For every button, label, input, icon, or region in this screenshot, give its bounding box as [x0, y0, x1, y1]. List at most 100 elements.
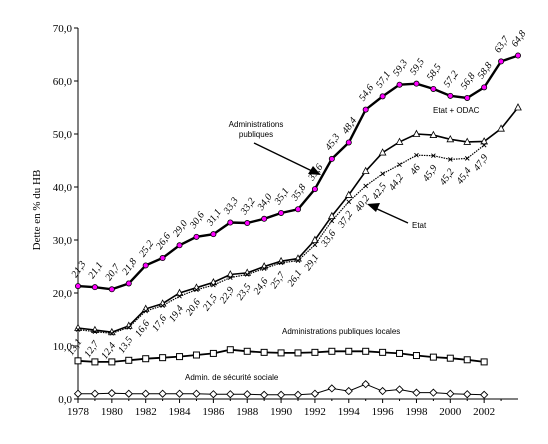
- x-tick-label: 1998: [405, 406, 428, 418]
- data-point: [414, 152, 419, 158]
- data-point: [413, 80, 420, 87]
- data-label: 20,6: [184, 297, 203, 318]
- data-label: 26,6: [154, 231, 173, 252]
- data-point: [480, 390, 489, 399]
- data-label: 25,2: [137, 239, 156, 260]
- data-label: 63,7: [493, 34, 513, 55]
- data-point: [396, 349, 404, 357]
- data-point: [176, 242, 183, 249]
- data-point: [514, 103, 522, 111]
- x-tick-label: 1990: [270, 406, 293, 418]
- data-point: [344, 386, 353, 396]
- data-point: [73, 389, 83, 398]
- data-point: [276, 390, 286, 399]
- data-label: 29,0: [171, 218, 190, 239]
- data-label: 22,9: [218, 285, 237, 306]
- data-point: [91, 284, 98, 291]
- data-point: [329, 218, 335, 224]
- data-point: [142, 355, 150, 363]
- data-point: [193, 233, 200, 240]
- x-tick-label: 1984: [169, 406, 192, 418]
- data-label: 20,7: [103, 262, 123, 283]
- data-point: [209, 349, 217, 357]
- data-point: [159, 255, 166, 262]
- data-label: 12,7: [82, 338, 102, 359]
- data-point: [175, 389, 184, 398]
- data-label: 54,6: [357, 83, 376, 104]
- data-label: 64,8: [509, 29, 528, 50]
- data-point: [378, 386, 387, 396]
- data-point: [311, 348, 319, 356]
- data-point: [380, 171, 385, 177]
- data-point: [463, 390, 472, 399]
- data-label: 29,1: [302, 252, 321, 273]
- data-label: 12,4: [99, 341, 118, 362]
- data-point: [480, 358, 488, 366]
- data-point: [75, 283, 82, 290]
- series-4: [73, 380, 489, 399]
- data-point: [446, 389, 455, 398]
- x-tick-label: 1994: [338, 406, 361, 418]
- annotations-layer: Administrations publiques Etat + ODAC Et…: [185, 106, 480, 382]
- data-point: [311, 235, 319, 243]
- annotation-etat: Etat: [412, 221, 427, 230]
- data-label: 25,7: [268, 269, 288, 290]
- data-label: 23,5: [235, 282, 254, 303]
- data-point: [261, 266, 267, 271]
- y-tick-label: 70,0: [53, 23, 73, 35]
- data-label: 57,2: [442, 69, 461, 90]
- data-point: [497, 124, 505, 132]
- annotation-ass: Admin. de sécurité sociale: [185, 373, 279, 382]
- data-label: 45,4: [455, 166, 474, 187]
- data-point: [143, 308, 149, 314]
- y-tick-label: 0,0: [58, 394, 72, 406]
- data-point: [395, 137, 404, 145]
- data-label: 40,2: [353, 193, 372, 214]
- data-labels-layer: 21,321,120,721,825,226,629,030,631,133,3…: [65, 29, 528, 362]
- data-point: [90, 389, 100, 398]
- x-tick-label: 1992: [304, 406, 326, 418]
- x-tick-label: 1988: [236, 406, 259, 418]
- data-point: [327, 211, 336, 220]
- data-label: 21,3: [69, 259, 88, 280]
- data-label: 46: [408, 163, 423, 178]
- data-point: [126, 325, 132, 330]
- data-point: [395, 385, 404, 394]
- data-point: [361, 166, 370, 175]
- series-3: [74, 346, 488, 366]
- data-label: 26,1: [285, 268, 304, 289]
- data-label: 13,5: [116, 335, 135, 356]
- data-point: [75, 327, 81, 332]
- data-point: [244, 220, 251, 227]
- data-point: [160, 303, 165, 309]
- annotation-etat-arrowhead: [367, 203, 380, 212]
- data-point: [158, 389, 167, 398]
- data-label: 16,6: [133, 318, 152, 339]
- data-point: [211, 282, 216, 288]
- data-label: 59,5: [408, 57, 427, 78]
- data-point: [480, 137, 489, 145]
- x-tick-label: 2000: [439, 406, 462, 418]
- annotation-ap-2: publiques: [239, 130, 273, 139]
- data-point: [141, 389, 150, 398]
- annotation-ap-1: Administrations: [229, 120, 284, 129]
- data-label: 17,6: [150, 313, 169, 334]
- data-label: 59,3: [391, 58, 410, 79]
- x-tick-label: 1996: [372, 406, 395, 418]
- y-ticks: 0,0 10,0 20,0 30,0 40,0 50,0 60,0 70,0: [53, 23, 78, 406]
- x-tick-label: 2002: [473, 406, 495, 418]
- data-point: [412, 388, 421, 397]
- data-point: [278, 209, 285, 216]
- data-point: [412, 352, 420, 360]
- data-point: [107, 389, 116, 398]
- data-point: [192, 351, 200, 359]
- data-label: 24,6: [252, 276, 271, 297]
- annotation-etat-arrow: [374, 207, 409, 224]
- data-point: [92, 329, 98, 335]
- x-tick-label: 1978: [67, 406, 90, 418]
- data-label: 30,6: [187, 210, 207, 231]
- y-tick-label: 40,0: [53, 182, 73, 194]
- data-point: [464, 156, 470, 161]
- data-point: [344, 190, 353, 198]
- data-point: [328, 347, 336, 355]
